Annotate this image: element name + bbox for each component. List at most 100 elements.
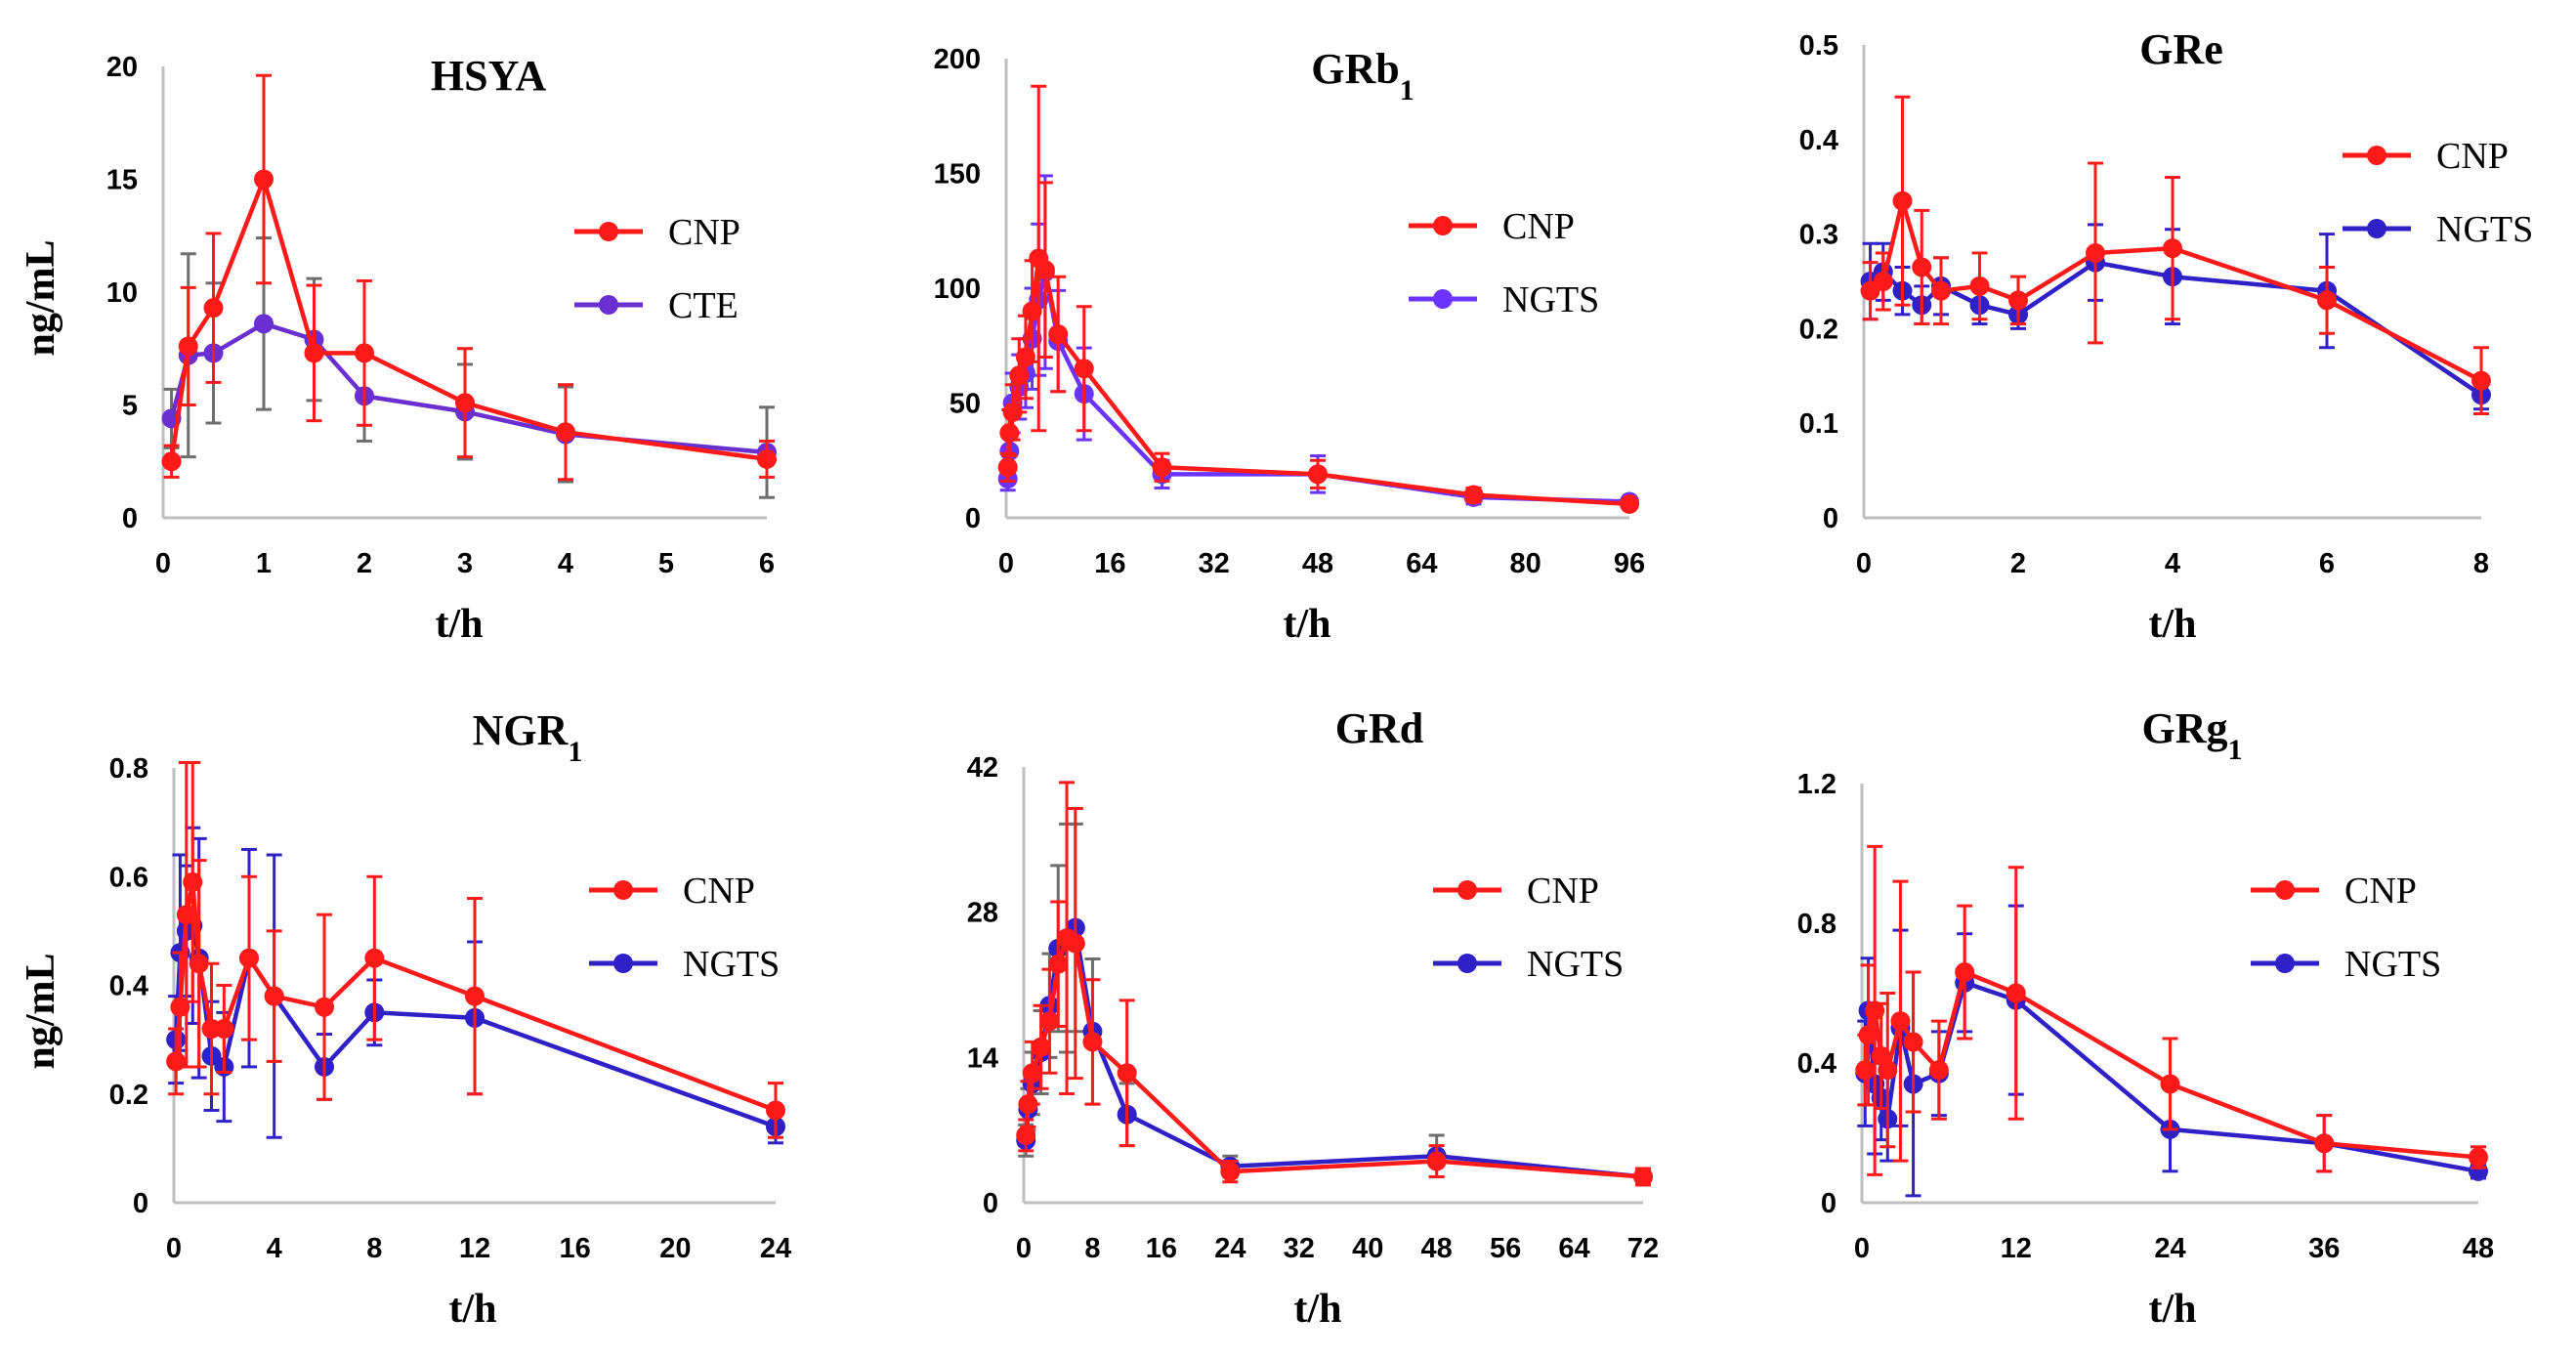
y-tick-label: 150 (934, 159, 981, 191)
data-point (161, 451, 182, 472)
legend-label: CNP (668, 212, 740, 253)
y-tick-label: 0 (122, 503, 138, 534)
data-point (364, 948, 385, 968)
data-point (1855, 1060, 1876, 1081)
data-point (1903, 1032, 1923, 1052)
y-tick-label: 100 (934, 274, 981, 305)
legend-label: CTE (668, 285, 739, 326)
x-tick-label: 4 (2165, 548, 2180, 579)
y-tick-label: 0.1 (1799, 408, 1838, 440)
data-point (757, 448, 777, 469)
y-tick-label: 20 (106, 52, 138, 83)
data-point (1035, 260, 1055, 280)
x-tick-label: 16 (560, 1233, 591, 1264)
x-axis-label: t/h (435, 602, 483, 647)
y-tick-label: 0.6 (109, 862, 148, 893)
data-point (997, 457, 1018, 478)
x-tick-label: 24 (760, 1233, 791, 1264)
data-point (1220, 1162, 1241, 1182)
x-tick-label: 48 (2463, 1233, 2494, 1264)
panel-title: GRg1 (2142, 704, 2243, 766)
x-tick-label: 56 (1490, 1233, 1521, 1264)
legend-label: NGTS (1527, 944, 1624, 985)
x-tick-label: 36 (2308, 1233, 2340, 1264)
x-tick-label: 72 (1627, 1233, 1659, 1264)
legend-swatch-marker (1457, 954, 1477, 973)
x-tick-label: 8 (2473, 548, 2489, 579)
data-point (1022, 1063, 1042, 1084)
data-point (465, 986, 485, 1006)
x-axis-label: t/h (1293, 1287, 1341, 1332)
x-tick-label: 0 (998, 548, 1014, 579)
data-point (214, 1019, 234, 1039)
data-point (183, 871, 203, 892)
x-tick-label: 2 (2010, 548, 2026, 579)
data-point (1931, 280, 1951, 301)
x-tick-label: 2 (357, 548, 372, 579)
panel-title-subscript: 1 (2228, 734, 2243, 766)
legend-swatch-marker (1457, 880, 1477, 900)
data-point (766, 1100, 785, 1121)
x-tick-label: 0 (1856, 548, 1872, 579)
data-point (1018, 1094, 1038, 1115)
data-point (239, 948, 259, 968)
data-point (1912, 257, 1932, 277)
legend-label: NGTS (683, 944, 780, 985)
y-tick-label: 0 (1823, 503, 1838, 534)
series-cnp (166, 760, 785, 1139)
data-point (1955, 962, 1975, 983)
legend-swatch-marker (1433, 216, 1453, 235)
data-point (2469, 1147, 2488, 1168)
x-tick-label: 8 (1084, 1233, 1100, 1264)
panel-title: GRb1 (1311, 45, 1414, 106)
x-tick-label: 96 (1614, 548, 1645, 579)
x-tick-label: 0 (1016, 1233, 1032, 1264)
y-tick-label: 0 (1821, 1188, 1837, 1219)
data-point (254, 314, 274, 334)
x-tick-label: 40 (1352, 1233, 1383, 1264)
data-point (2163, 238, 2182, 259)
panel-title-subscript: 1 (568, 736, 582, 768)
x-tick-label: 4 (267, 1233, 282, 1264)
y-tick-label: 50 (950, 389, 981, 420)
y-tick-label: 15 (106, 165, 138, 196)
y-tick-label: 0.2 (1799, 314, 1838, 345)
data-point (2314, 1133, 2335, 1154)
data-point (1039, 1011, 1060, 1032)
data-point (2086, 242, 2105, 263)
x-tick-label: 6 (2319, 548, 2335, 579)
data-point (1928, 1060, 1949, 1081)
data-point (189, 954, 209, 974)
legend-swatch-marker (599, 222, 618, 241)
x-tick-label: 64 (1558, 1233, 1589, 1264)
series-cte (161, 236, 777, 499)
data-point (1892, 191, 1913, 211)
panel-4: 0 0.2 0.4 0.6 0.8 0 4 8 12 16 20 24 NGR1 t/h ng/mL CNP N… (19, 706, 791, 1332)
data-point (264, 986, 284, 1006)
data-point (2006, 983, 2026, 1003)
panel-5: 0 14 28 42 0 8 16 24 32 40 48 56 64 72 GRd t/h CNP NGTS (967, 704, 1659, 1332)
data-point (355, 343, 374, 363)
x-tick-label: 64 (1406, 548, 1437, 579)
series-cnp (161, 73, 777, 482)
y-tick-label: 0 (983, 1188, 998, 1219)
data-point (1890, 1011, 1911, 1032)
x-tick-label: 4 (558, 548, 573, 579)
x-tick-label: 80 (1510, 548, 1541, 579)
series-cnp (1855, 844, 2488, 1176)
data-point (1969, 276, 1990, 296)
data-point (166, 1051, 187, 1072)
y-tick-label: 0.2 (109, 1080, 148, 1111)
x-tick-label: 0 (166, 1233, 182, 1264)
legend-swatch-marker (2275, 880, 2295, 900)
legend-swatch-marker (1433, 289, 1453, 309)
legend-label: NGTS (1502, 279, 1599, 320)
panel-title: GRd (1335, 704, 1423, 752)
panel-3: 0 0.1 0.2 0.3 0.4 0.5 0 2 4 6 8 GRe t/h CNP NGTS (1799, 25, 2534, 647)
data-point (1074, 359, 1094, 379)
y-tick-label: 1.2 (1797, 769, 1837, 800)
y-tick-label: 5 (122, 391, 138, 422)
data-point (1152, 457, 1172, 478)
